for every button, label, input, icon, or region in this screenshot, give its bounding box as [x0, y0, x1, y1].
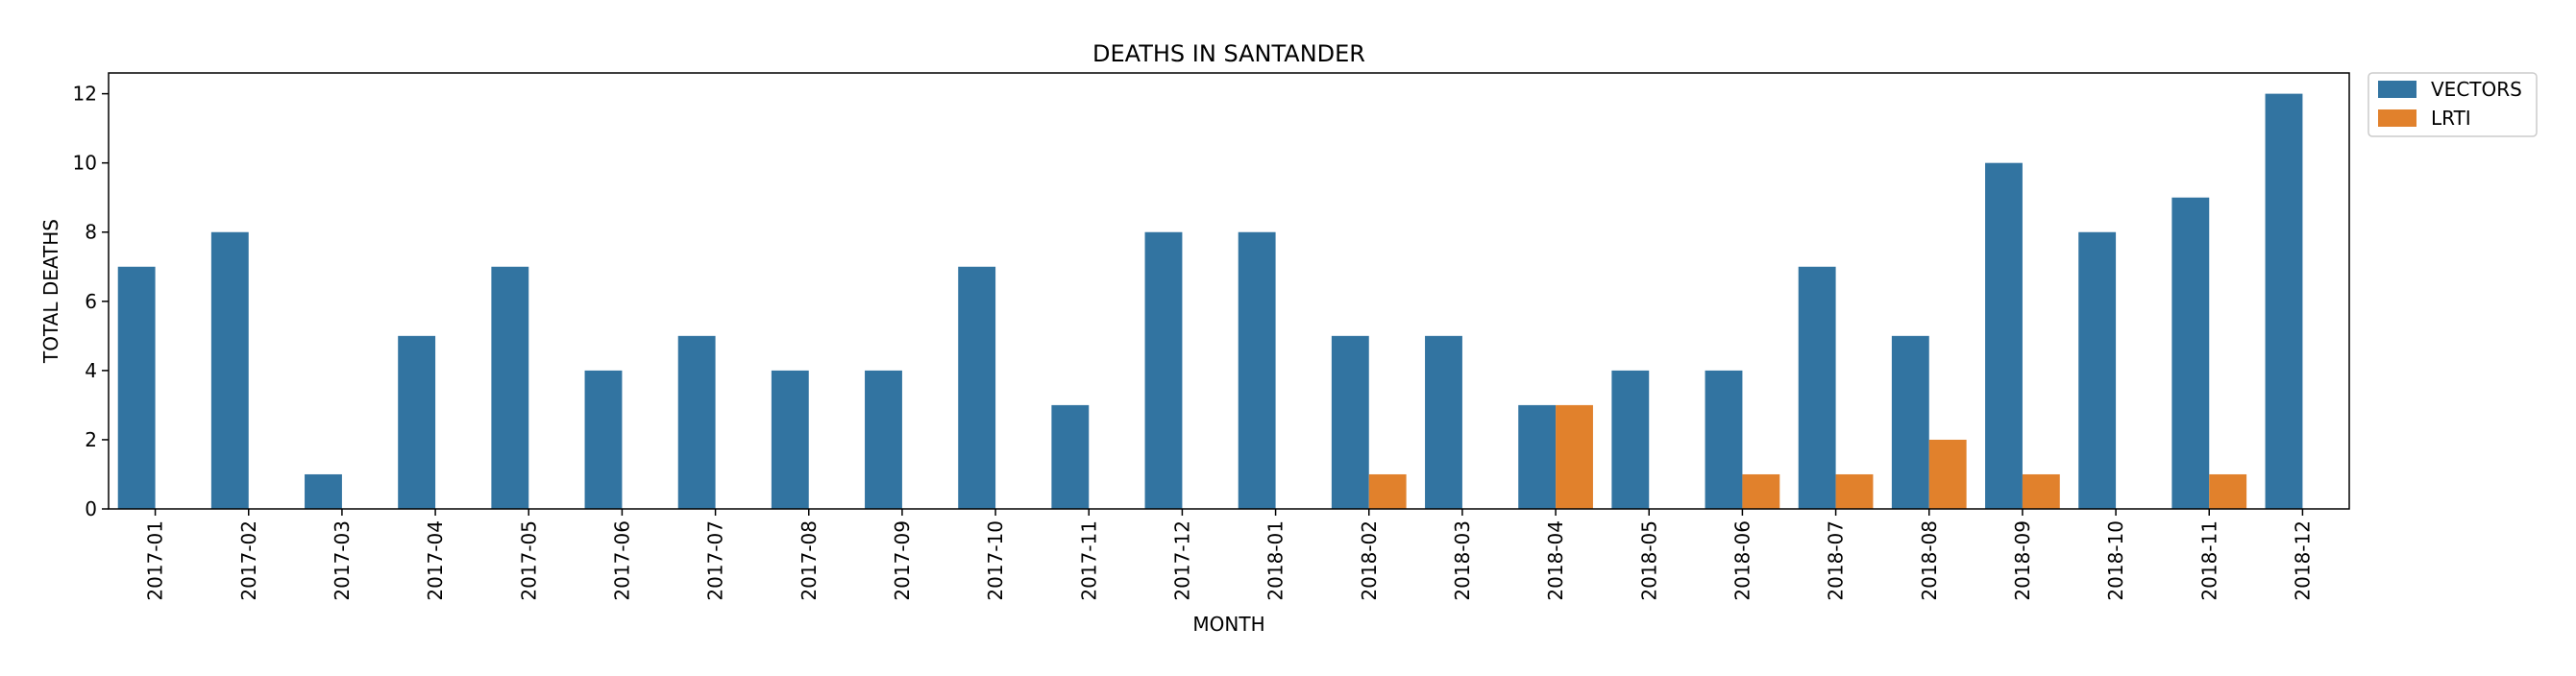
- legend-label-lrti: LRTI: [2431, 107, 2471, 130]
- bar-vectors-2018-01: [1238, 231, 1276, 509]
- x-axis: 2017-01 2017-02 2017-03 2017-04 2017-05 2017-…: [144, 509, 2314, 601]
- plot-frame: [108, 72, 2350, 510]
- bar-vectors-2017-09: [865, 370, 902, 509]
- x-tick-label: 2017-08: [797, 520, 821, 601]
- bar-lrti-2018-06: [1742, 473, 1780, 509]
- x-tick-label: 2017-05: [517, 520, 540, 601]
- x-tick-label: 2018-12: [2291, 520, 2314, 601]
- bar-lrti-2018-08: [1928, 439, 1967, 509]
- x-tick-label: 2018-06: [1730, 520, 1754, 601]
- bar-vectors-2018-06: [1705, 370, 1743, 509]
- bar-lrti-2018-09: [2022, 473, 2060, 509]
- x-tick-label: 2018-03: [1451, 520, 1474, 601]
- x-tick-label: 2018-02: [1358, 520, 1381, 601]
- bar-vectors-2017-03: [305, 473, 342, 509]
- bar-vectors-2017-02: [210, 231, 249, 509]
- bar-vectors-2018-09: [1985, 162, 2023, 509]
- x-axis-label: MONTH: [1192, 613, 1264, 636]
- bar-lrti-2018-04: [1556, 404, 1593, 509]
- x-tick-label: 2018-08: [1918, 520, 1941, 601]
- bar-vectors-2017-01: [117, 266, 156, 509]
- x-tick-label: 2017-01: [144, 520, 167, 601]
- x-tick-label: 2017-04: [424, 520, 447, 601]
- bar-lrti-2018-11: [2209, 473, 2247, 509]
- y-tick-label: 4: [85, 359, 97, 382]
- x-tick-label: 2017-02: [237, 520, 260, 601]
- bar-vectors-2018-11: [2171, 197, 2210, 509]
- y-tick-label: 6: [85, 290, 97, 313]
- y-tick-label: 0: [85, 497, 97, 520]
- bar-vectors-2017-07: [677, 335, 716, 509]
- bar-vectors-2018-04: [1518, 404, 1557, 509]
- y-axis: 0 2 4 6 8 10 12: [73, 83, 109, 520]
- x-tick-label: 2017-11: [1077, 520, 1100, 601]
- x-tick-label: 2018-04: [1544, 520, 1567, 601]
- bar-vectors-2018-08: [1891, 335, 1929, 509]
- x-tick-label: 2017-09: [891, 520, 914, 601]
- x-tick-label: 2017-10: [984, 520, 1007, 601]
- x-tick-label: 2018-07: [1825, 520, 1848, 601]
- x-tick-label: 2018-11: [2197, 520, 2220, 601]
- x-tick-label: 2018-09: [2011, 520, 2034, 601]
- legend-label-vectors: VECTORS: [2431, 78, 2522, 101]
- x-tick-label: 2017-12: [1170, 520, 1193, 601]
- x-tick-label: 2017-03: [331, 520, 354, 601]
- y-tick-label: 2: [85, 428, 97, 451]
- y-tick-label: 12: [73, 83, 97, 106]
- chart-title: DEATHS IN SANTANDER: [1092, 40, 1365, 67]
- x-tick-label: 2018-01: [1264, 520, 1288, 601]
- bar-vectors-2018-07: [1798, 266, 1836, 509]
- y-tick-label: 8: [85, 221, 97, 244]
- y-axis-label: TOTAL DEATHS: [39, 219, 62, 364]
- x-tick-label: 2018-10: [2104, 520, 2127, 601]
- bar-vectors-2017-06: [584, 370, 623, 509]
- bar-vectors-2017-12: [1144, 231, 1183, 509]
- x-tick-label: 2017-06: [610, 520, 633, 601]
- x-tick-label: 2017-07: [704, 520, 727, 601]
- bar-lrti-2018-07: [1835, 473, 1874, 509]
- x-tick-label: 2018-05: [1637, 520, 1660, 601]
- legend-swatch-vectors: [2378, 81, 2417, 98]
- bar-vectors-2018-12: [2265, 93, 2303, 509]
- legend-swatch-lrti: [2378, 109, 2417, 127]
- bar-vectors-2018-10: [2078, 231, 2117, 509]
- bar-vectors-2017-05: [491, 266, 529, 509]
- bar-vectors-2017-10: [958, 266, 996, 509]
- y-tick-label: 10: [73, 152, 97, 175]
- bar-vectors-2018-03: [1425, 335, 1462, 509]
- bar-vectors-2017-04: [398, 335, 436, 509]
- bar-vectors-2017-08: [771, 370, 809, 509]
- bar-vectors-2018-02: [1331, 335, 1369, 509]
- bar-vectors-2017-11: [1051, 404, 1090, 509]
- bar-vectors-2018-05: [1611, 370, 1650, 509]
- bars-group: [117, 93, 2303, 509]
- legend: VECTORS LRTI: [2367, 72, 2538, 137]
- bar-lrti-2018-02: [1368, 473, 1407, 509]
